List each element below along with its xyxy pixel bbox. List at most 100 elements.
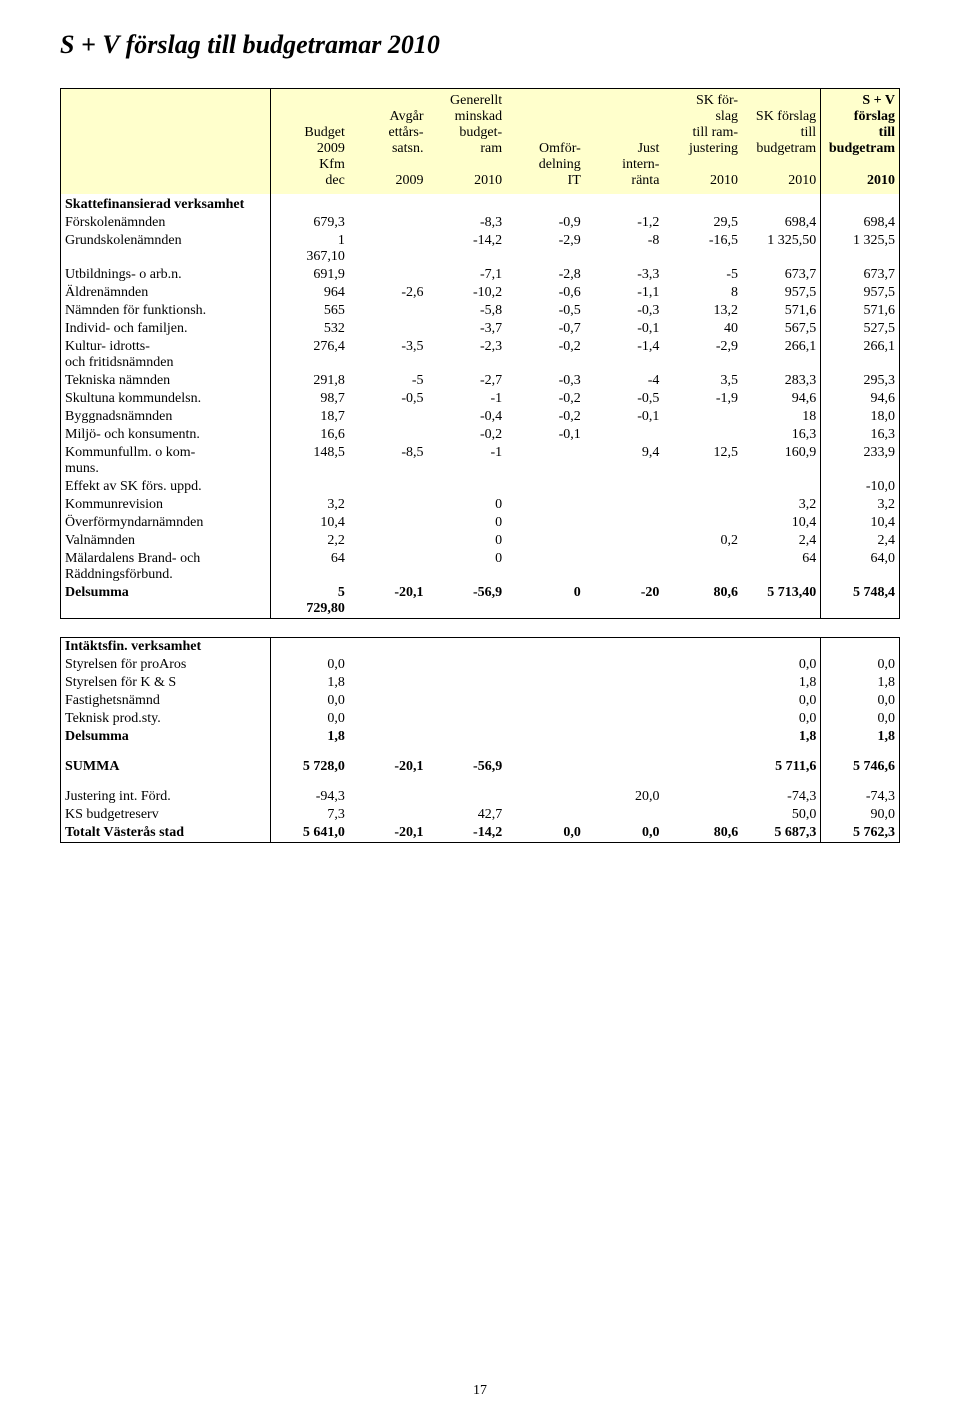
table-row: Nämnden för funktionsh.565-5,8-0,5-0,313… — [61, 302, 900, 320]
header-col: Omför-delningIT — [506, 89, 585, 194]
cell — [742, 478, 821, 496]
cell: -2,3 — [427, 338, 506, 372]
row-label: Kommunfullm. o kom-muns. — [61, 444, 271, 478]
cell: 8 — [663, 284, 742, 302]
cell — [585, 710, 664, 728]
cell: 2,4 — [742, 532, 821, 550]
row-label: Utbildnings- o arb.n. — [61, 266, 271, 284]
cell: 571,6 — [742, 302, 821, 320]
cell — [506, 710, 585, 728]
cell: -0,6 — [506, 284, 585, 302]
table-row: Miljö- och konsumentn.16,6-0,2-0,116,316… — [61, 426, 900, 444]
cell: 16,3 — [742, 426, 821, 444]
cell — [349, 320, 428, 338]
cell: -1,9 — [663, 390, 742, 408]
cell: 698,4 — [821, 214, 900, 232]
table-row: Teknisk prod.sty.0,00,00,0 — [61, 710, 900, 728]
cell: 18 — [742, 408, 821, 426]
cell: 3,2 — [270, 496, 349, 514]
cell: -0,1 — [585, 320, 664, 338]
cell: -4 — [585, 372, 664, 390]
cell — [506, 550, 585, 584]
cell — [585, 656, 664, 674]
spacer — [61, 746, 900, 758]
cell: 5 748,4 — [821, 584, 900, 619]
section-header: Intäktsfin. verksamhet — [61, 637, 900, 656]
cell — [428, 674, 507, 692]
cell — [349, 674, 428, 692]
cell: 1 325,50 — [742, 232, 821, 266]
cell: 10,4 — [742, 514, 821, 532]
cell: 64 — [270, 550, 349, 584]
cell: -0,9 — [506, 214, 585, 232]
table-row: Överförmyndarnämnden10,4010,410,4 — [61, 514, 900, 532]
cell: 1,8 — [742, 728, 821, 746]
cell — [349, 496, 428, 514]
cell: 2,2 — [270, 532, 349, 550]
cell: -1,1 — [585, 284, 664, 302]
cell: 0 — [427, 550, 506, 584]
cell — [585, 692, 664, 710]
cell: -20,1 — [349, 758, 428, 776]
cell — [428, 710, 507, 728]
cell — [506, 728, 585, 746]
cell — [349, 514, 428, 532]
header-col: Avgårettårs-satsn.2009 — [349, 89, 428, 194]
cell: 5 687,3 — [742, 824, 821, 843]
cell — [585, 426, 664, 444]
cell: -3,5 — [349, 338, 428, 372]
cell: -5 — [663, 266, 742, 284]
cell: -56,9 — [427, 584, 506, 619]
cell: 291,8 — [270, 372, 349, 390]
cell: 1,8 — [742, 674, 821, 692]
table-row: Förskolenämnden679,3-8,3-0,9-1,229,5698,… — [61, 214, 900, 232]
cell — [427, 478, 506, 496]
table-row: Kultur- idrotts-och fritidsnämnden276,4-… — [61, 338, 900, 372]
section-header: Skattefinansierad verksamhet — [61, 194, 900, 214]
cell — [506, 444, 585, 478]
cell — [349, 478, 428, 496]
row-label: Teknisk prod.sty. — [61, 710, 271, 728]
table-row: Individ- och familjen.532-3,7-0,7-0,1405… — [61, 320, 900, 338]
cell: -0,2 — [506, 408, 585, 426]
row-label: Delsumma — [61, 584, 271, 619]
table-row: Delsumma1,81,81,8 — [61, 728, 900, 746]
cell — [506, 496, 585, 514]
row-label: Miljö- och konsumentn. — [61, 426, 271, 444]
cell: -2,9 — [663, 338, 742, 372]
cell: 0,0 — [270, 710, 349, 728]
header-empty — [61, 89, 271, 194]
cell: -20,1 — [349, 824, 428, 843]
cell: -5,8 — [427, 302, 506, 320]
cell — [506, 788, 585, 806]
row-label: Valnämnden — [61, 532, 271, 550]
cell — [506, 692, 585, 710]
table-row: Äldrenämnden964-2,6-10,2-0,6-1,18957,595… — [61, 284, 900, 302]
page-number: 17 — [0, 1383, 960, 1399]
cell — [664, 692, 743, 710]
cell: 673,7 — [821, 266, 900, 284]
table-row: Utbildnings- o arb.n.691,9-7,1-2,8-3,3-5… — [61, 266, 900, 284]
cell: -20,1 — [349, 584, 428, 619]
cell: 691,9 — [270, 266, 349, 284]
cell: -5 — [349, 372, 428, 390]
cell — [349, 214, 428, 232]
cell: 98,7 — [270, 390, 349, 408]
table-body: Intäktsfin. verksamhetStyrelsen för proA… — [61, 637, 900, 842]
cell: 80,6 — [664, 824, 743, 843]
cell — [349, 728, 428, 746]
cell: 18,0 — [821, 408, 900, 426]
cell: 160,9 — [742, 444, 821, 478]
page: S + V förslag till budgetramar 2010 Budg… — [0, 0, 960, 1417]
cell: 957,5 — [742, 284, 821, 302]
cell: 94,6 — [742, 390, 821, 408]
row-label: Byggnadsnämnden — [61, 408, 271, 426]
cell — [663, 408, 742, 426]
cell — [663, 550, 742, 584]
cell: 50,0 — [742, 806, 821, 824]
cell — [506, 478, 585, 496]
delsumma-row: Delsumma5729,80-20,1-56,90-2080,65 713,4… — [61, 584, 900, 619]
table-row: Valnämnden2,200,22,42,4 — [61, 532, 900, 550]
table-row: Effekt av SK förs. uppd.-10,0 — [61, 478, 900, 496]
row-label: Kommunrevision — [61, 496, 271, 514]
